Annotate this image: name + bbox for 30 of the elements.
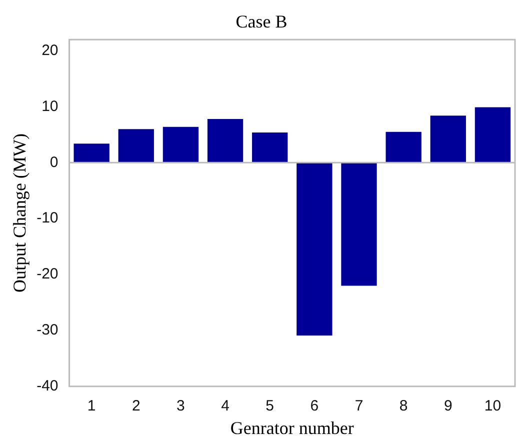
x-tick-label: 9 [444, 398, 452, 415]
x-tick-label: 10 [484, 398, 502, 415]
y-tick-label: -40 [36, 378, 58, 395]
x-tick-label: 5 [266, 398, 274, 415]
bar [74, 144, 110, 163]
x-tick-label: 6 [310, 398, 319, 415]
bar [296, 162, 332, 336]
x-tick-label: 4 [221, 398, 230, 415]
bar [430, 116, 466, 163]
bar [207, 119, 244, 163]
y-tick-label: 0 [50, 154, 58, 171]
bar [162, 126, 199, 163]
bar [252, 132, 288, 163]
y-tick-label: -10 [36, 210, 58, 227]
y-tick-label: -20 [36, 266, 58, 283]
x-tick-label: 7 [354, 398, 364, 415]
y-axis-title: Output Change (MW) [10, 134, 30, 292]
y-tick-label: 10 [42, 98, 58, 115]
x-tick-label: 3 [176, 398, 185, 415]
x-tick-label: 2 [132, 398, 140, 415]
y-tick-label: -30 [36, 322, 58, 339]
y-tick-label: 20 [42, 42, 58, 59]
bar [474, 107, 511, 163]
bar [118, 129, 154, 163]
x-tick-label: 8 [399, 398, 408, 415]
x-axis-title: Genrator number [230, 418, 354, 438]
bar [386, 132, 422, 163]
bar [341, 162, 377, 286]
chart-title: Case B [236, 12, 288, 32]
x-tick-label: 1 [87, 398, 96, 415]
